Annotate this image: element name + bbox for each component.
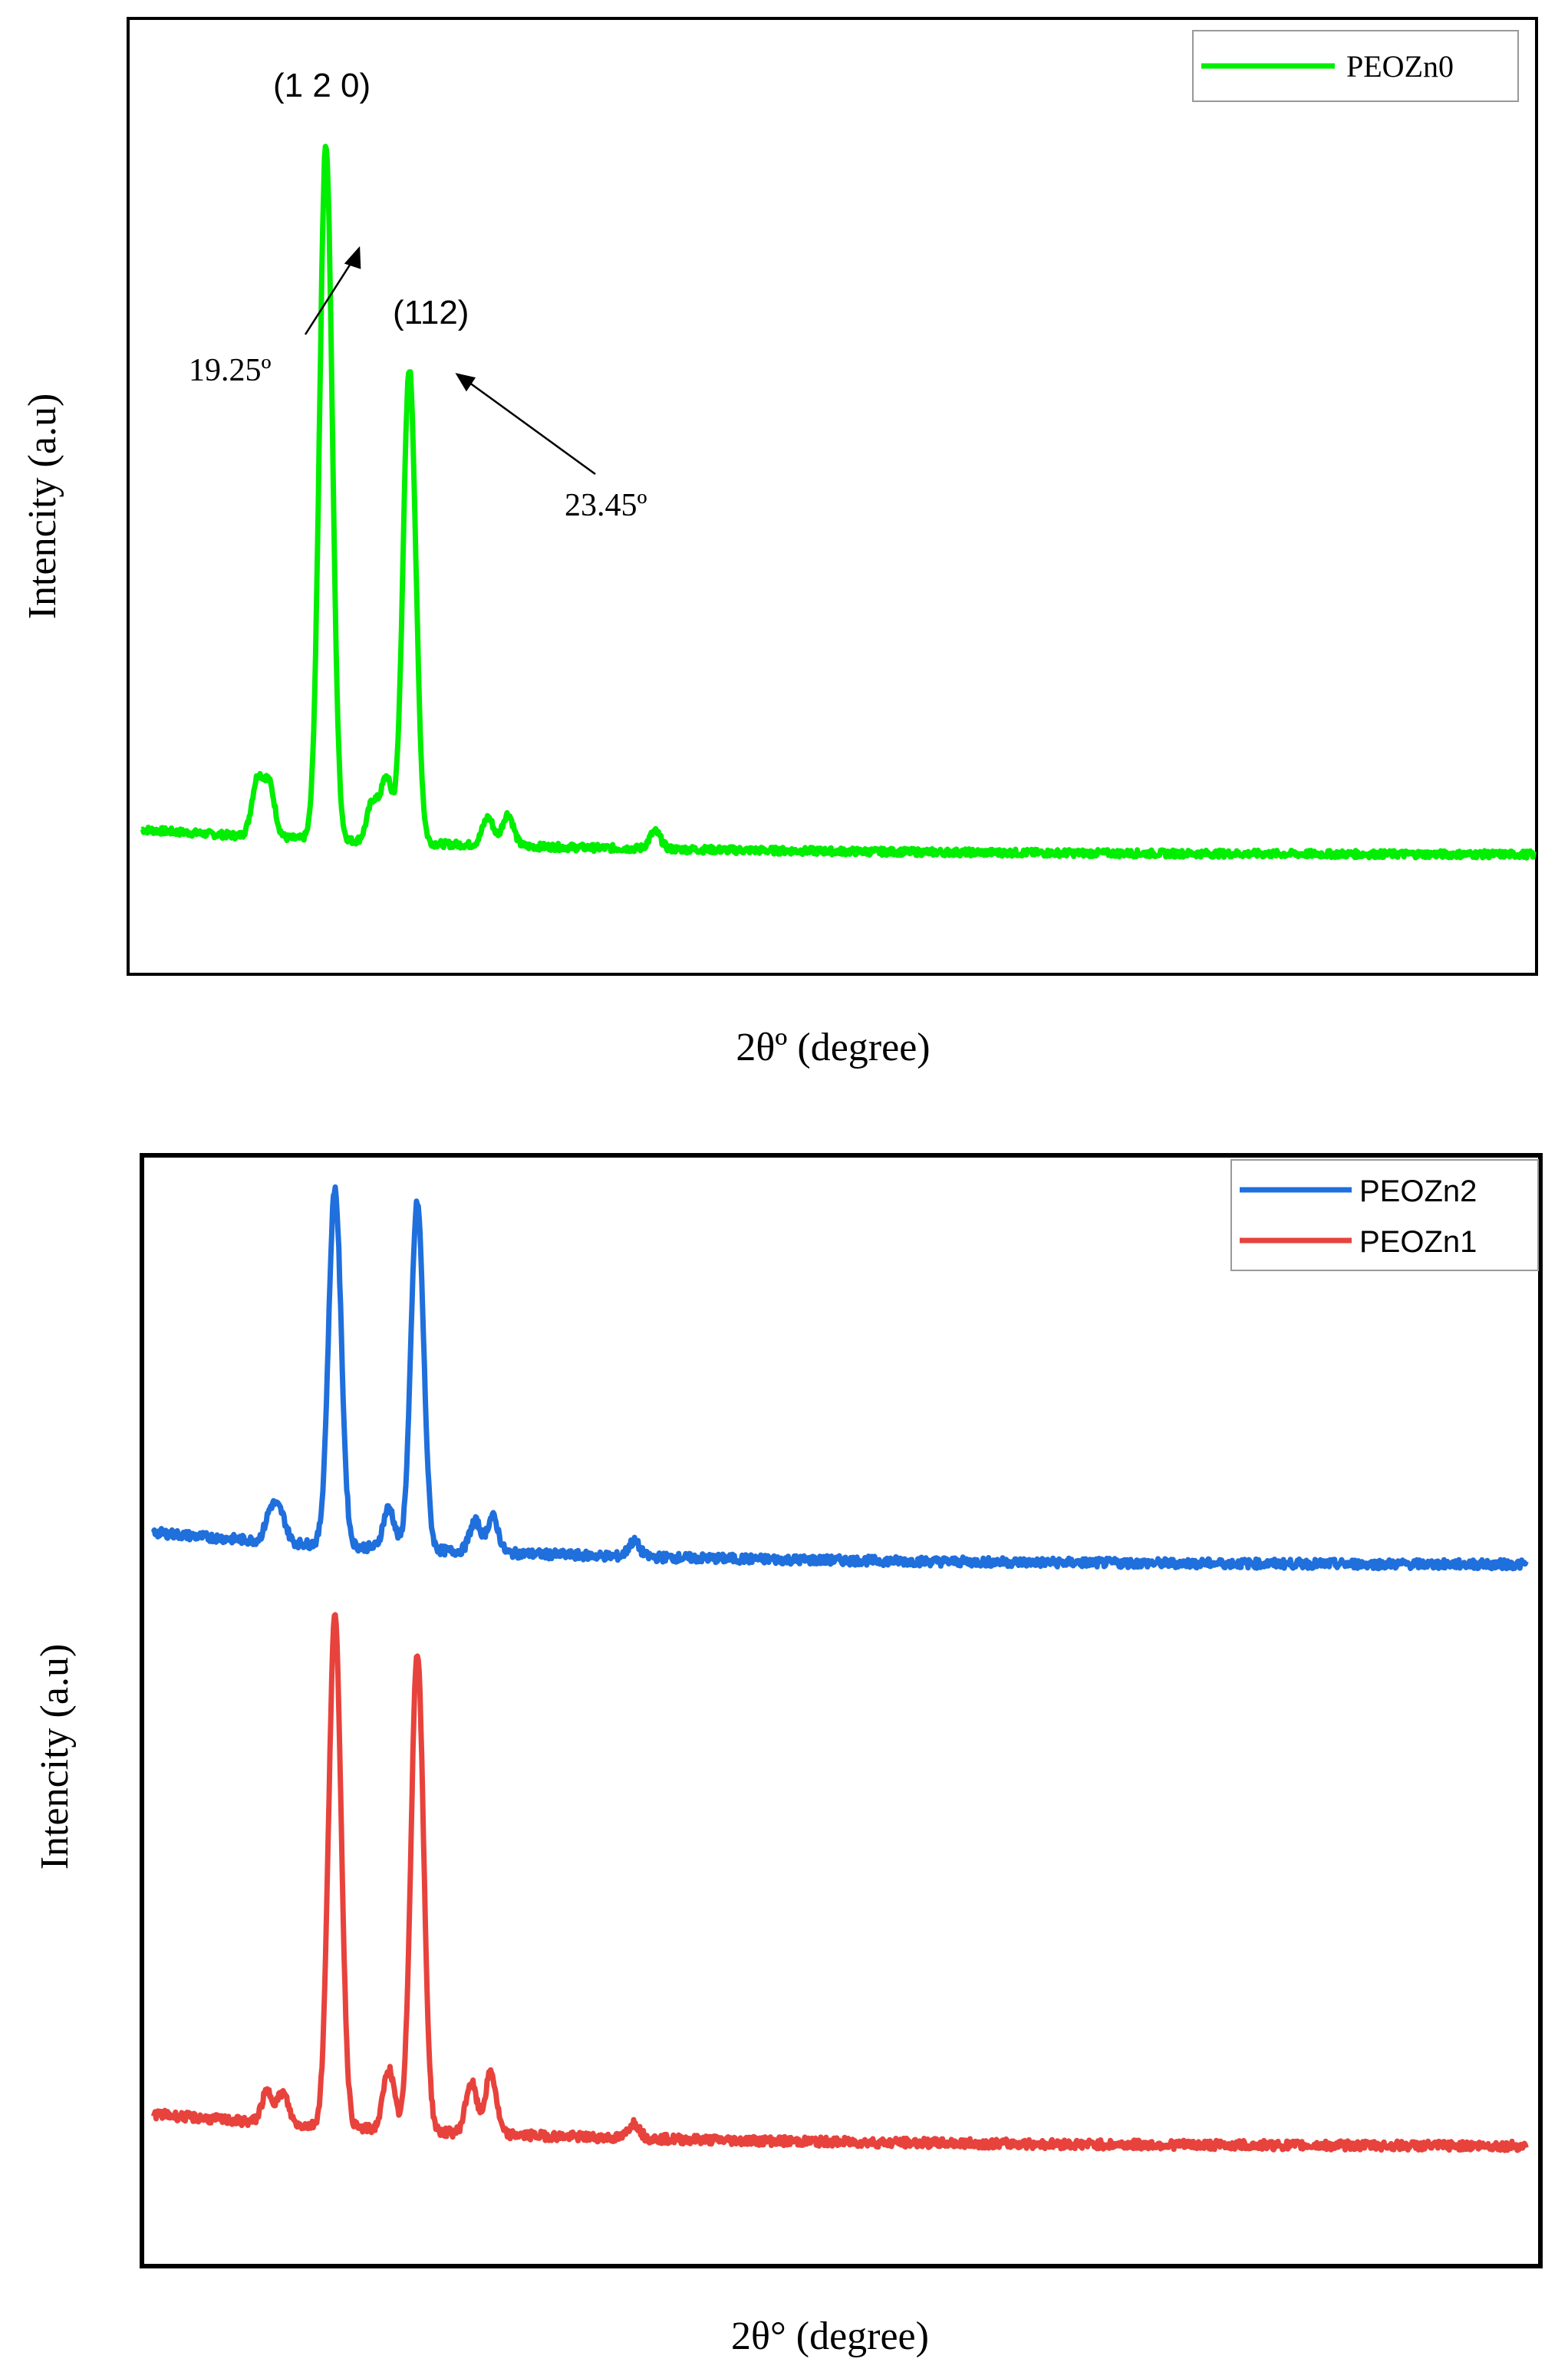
arrowhead-1925 bbox=[344, 245, 361, 269]
arrowhead-2345 bbox=[455, 373, 476, 392]
arrow-2345 bbox=[466, 379, 596, 476]
y-axis-label-top: Intencity (a.u) bbox=[21, 394, 64, 620]
x-axis-label-top: 2θº (degree) bbox=[736, 1026, 930, 1069]
peak-angle-label-1925: 19.25º bbox=[189, 353, 272, 388]
plot-frame-top bbox=[127, 17, 1538, 976]
legend-label-peozn2: PEOZn2 bbox=[1359, 1174, 1477, 1208]
legend-top: PEOZn0 bbox=[1192, 30, 1519, 102]
x-axis-label-bottom: 2θ° (degree) bbox=[731, 2314, 929, 2358]
annotation-arrows-top bbox=[304, 245, 596, 476]
plot-frame-bottom bbox=[140, 1153, 1543, 2268]
series-line-peozn2 bbox=[150, 1184, 1529, 1572]
chart-panel-bottom: PEOZn2 PEOZn1 Intencity (a.u) 2θ° (degre… bbox=[33, 1153, 1543, 2358]
legend-label-peozn1: PEOZn1 bbox=[1359, 1225, 1477, 1259]
series-line-peozn0 bbox=[140, 143, 1537, 861]
peak-label-120: (1 2 0) bbox=[273, 67, 371, 104]
arrow-1925 bbox=[304, 257, 356, 335]
chart-panel-top: PEOZn0 (1 2 0) (112) 19.25º 23.45º Inten… bbox=[21, 17, 1538, 1069]
series-line-peozn1 bbox=[150, 1612, 1529, 2153]
y-axis-label-bottom: Intencity (a.u) bbox=[33, 1644, 77, 1870]
legend-label-peozn0: PEOZn0 bbox=[1346, 49, 1454, 84]
peak-angle-label-2345: 23.45º bbox=[565, 488, 647, 523]
legend-box-bottom bbox=[1230, 1159, 1539, 1271]
peak-label-112: (112) bbox=[393, 294, 469, 331]
legend-bottom: PEOZn2 PEOZn1 bbox=[1230, 1159, 1539, 1271]
